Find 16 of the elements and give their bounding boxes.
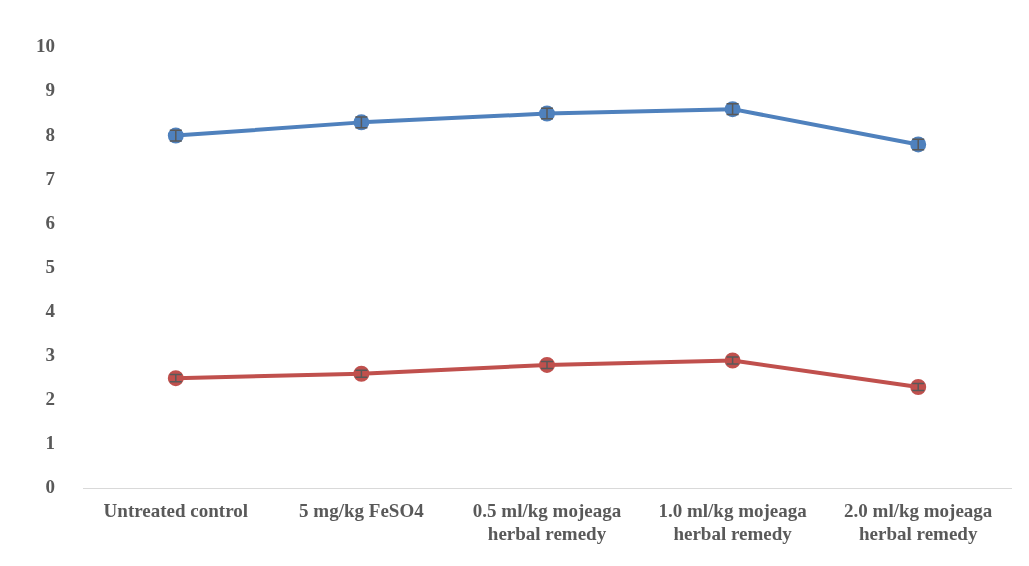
y-tick-label: 5 <box>45 255 55 277</box>
x-tick-label: 0.5 ml/kg mojeaga herbal remedy <box>472 499 622 544</box>
y-tick-label: 6 <box>45 211 55 233</box>
y-tick-label: 7 <box>45 167 56 189</box>
x-tick-label: 2.0 ml/kg mojeaga herbal remedy <box>844 499 993 544</box>
y-tick-label: 10 <box>36 35 55 57</box>
y-tick-label: 3 <box>45 344 55 366</box>
y-tick-label: 1 <box>45 432 55 454</box>
y-tick-label: 2 <box>45 388 55 410</box>
x-tick-label: 5 mg/kg FeSO4 <box>299 499 425 521</box>
y-tick-label: 0 <box>45 476 55 498</box>
y-tick-label: 4 <box>45 299 56 321</box>
y-tick-label: 8 <box>45 123 55 145</box>
x-tick-label: 1.0 ml/kg mojeaga herbal remedy <box>658 499 808 544</box>
x-tick-label: Untreated control <box>103 499 249 521</box>
y-tick-label: 9 <box>45 79 55 101</box>
